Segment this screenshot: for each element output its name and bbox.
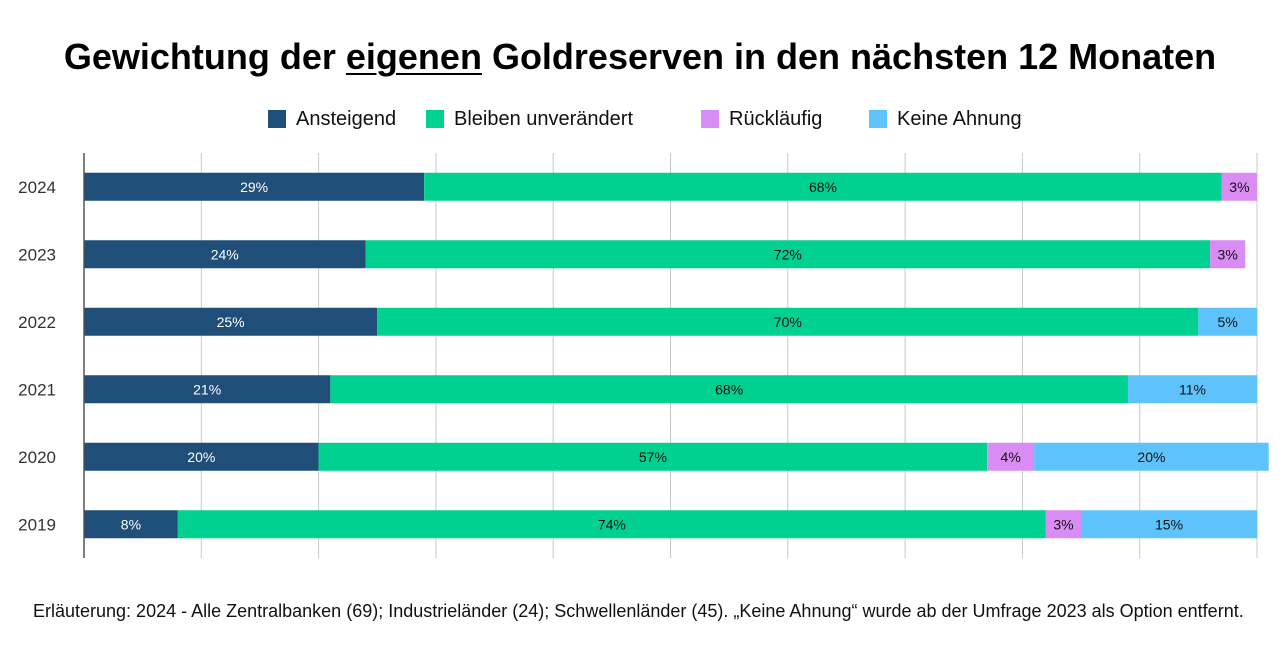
data-label: 8%	[121, 516, 141, 532]
data-label: 3%	[1053, 516, 1073, 532]
title-part: Gewichtung der	[63, 36, 346, 77]
data-label: 20%	[1137, 449, 1165, 465]
legend-swatch	[869, 110, 887, 128]
bar-segment	[1081, 510, 1257, 539]
bar-segment	[1210, 240, 1246, 269]
category-label: 2019	[18, 515, 56, 534]
data-label: 70%	[774, 314, 802, 330]
bar-segment	[318, 442, 988, 471]
data-label: 4%	[1001, 449, 1021, 465]
legend-swatch	[701, 110, 719, 128]
bar-segment	[84, 240, 366, 269]
legend-label: Keine Ahnung	[897, 107, 1022, 130]
legend-label: Ansteigend	[296, 107, 397, 130]
data-label: 11%	[1179, 381, 1206, 397]
data-label: 68%	[715, 381, 743, 397]
legend-item-ruecklaeufig: Rückläufig	[701, 106, 822, 132]
bar-segment	[330, 375, 1128, 404]
chart-caption: Erläuterung: 2024 - Alle Zentralbanken (…	[33, 601, 1244, 621]
legend-label: Bleiben unverändert	[454, 107, 634, 130]
data-label: 20%	[187, 449, 215, 465]
data-label: 29%	[240, 179, 268, 195]
bar-segment	[1034, 442, 1269, 471]
bar-segment	[987, 442, 1035, 471]
bar-segment	[1127, 375, 1257, 404]
legend-item-bleiben-unveraendert: Bleiben unverändert	[426, 106, 633, 132]
bar-segment	[84, 172, 425, 201]
data-label: 24%	[211, 246, 239, 262]
bar-segment	[84, 442, 319, 471]
bar-segment	[377, 307, 1199, 336]
category-label: 2023	[18, 245, 56, 264]
legend-swatch	[426, 110, 444, 128]
data-label: 3%	[1218, 246, 1238, 262]
category-label: 2024	[18, 178, 56, 197]
data-label: 57%	[639, 449, 667, 465]
legend: Ansteigend Bleiben unverändert Rückläufi…	[0, 106, 1280, 132]
bar-segment	[1045, 510, 1082, 539]
data-label: 15%	[1155, 516, 1183, 532]
data-label: 25%	[217, 314, 245, 330]
chart-title: Gewichtung der eigenen Goldreserven in d…	[0, 36, 1280, 78]
category-label: 2021	[18, 380, 56, 399]
data-label: 5%	[1218, 314, 1238, 330]
title-part: Goldreserven in den nächsten 12 Monaten	[481, 36, 1217, 77]
data-label: 68%	[809, 179, 837, 195]
bar-segment	[365, 240, 1211, 269]
data-label: 72%	[774, 246, 802, 262]
category-label: 2022	[18, 313, 56, 332]
bar-segment	[1198, 307, 1257, 336]
title-part-underlined: eigenen	[345, 36, 482, 77]
legend-item-keine-ahnung: Keine Ahnung	[869, 106, 1022, 132]
bar-segment	[84, 510, 178, 539]
bar-segment	[84, 375, 331, 404]
data-label: 74%	[598, 516, 626, 532]
legend-item-ansteigend: Ansteigend	[268, 106, 396, 132]
category-label: 2020	[18, 448, 56, 467]
bar-segment	[177, 510, 1046, 539]
data-label: 3%	[1229, 179, 1249, 195]
bar-segment	[424, 172, 1222, 201]
bar-segment	[1221, 172, 1257, 201]
legend-swatch	[268, 110, 286, 128]
legend-label: Rückläufig	[729, 107, 823, 130]
bar-segment	[84, 307, 378, 336]
data-label: 21%	[193, 381, 221, 397]
